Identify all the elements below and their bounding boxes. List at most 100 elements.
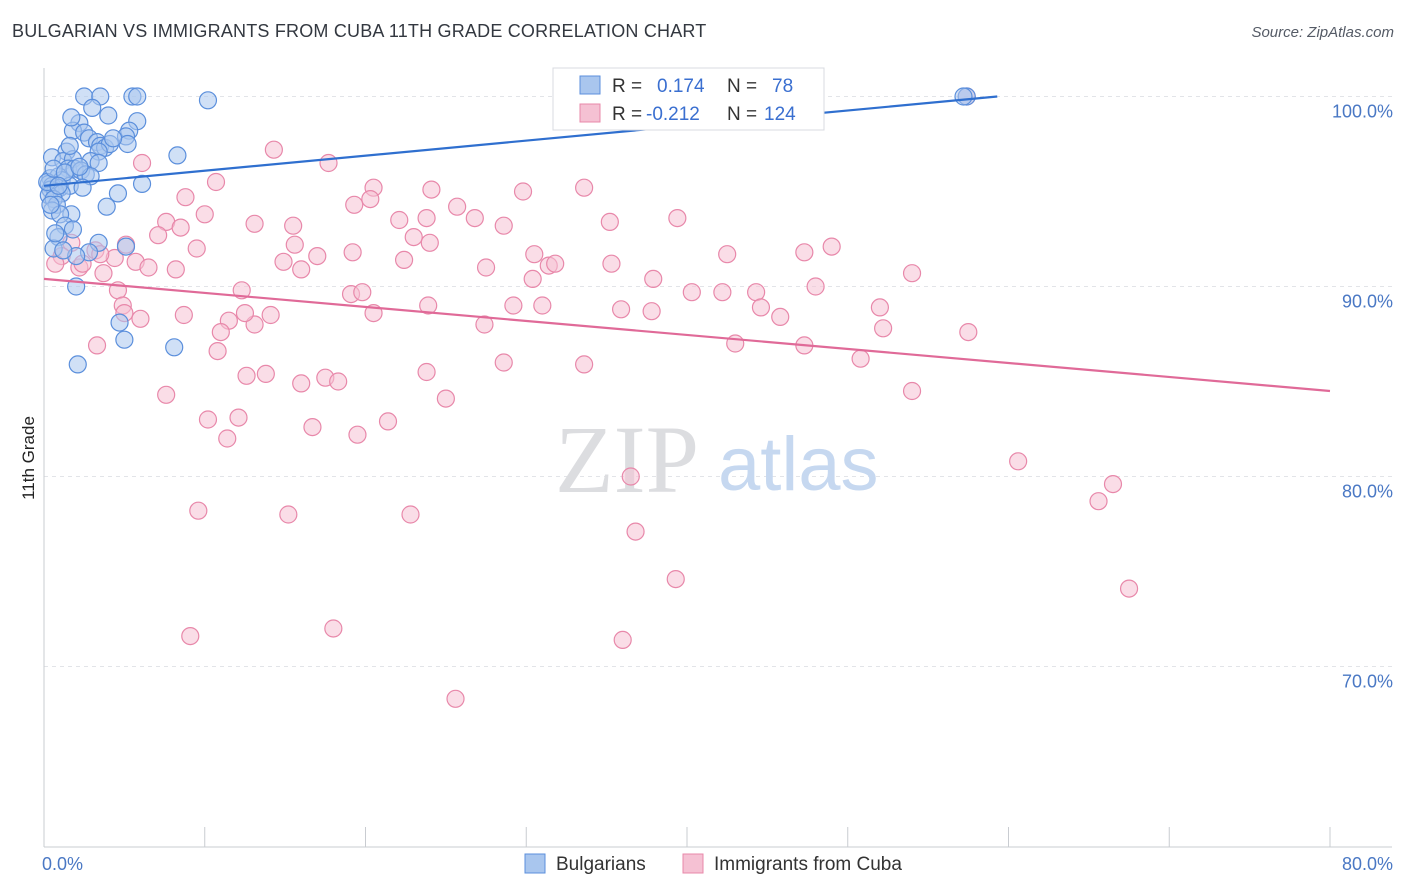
cuba-point (448, 197, 467, 216)
cuba-point (157, 385, 176, 404)
cuba-point (132, 153, 152, 173)
stats-legend: R = 0.174 N = 78 R = -0.212 N = 124 (552, 67, 825, 131)
cuba-point (795, 243, 814, 262)
bulgarians-trend-line (43, 95, 998, 187)
legend-swatch-cuba (682, 853, 704, 874)
cuba-point (751, 298, 771, 317)
cuba-point (237, 366, 256, 385)
cuba-point (261, 305, 280, 325)
cuba-point (256, 364, 275, 383)
cuba-point (378, 412, 398, 431)
cuba-point (533, 296, 552, 315)
cuba-point (181, 626, 200, 646)
cuba-point (494, 353, 513, 372)
cuba-point (718, 245, 737, 264)
cuba-point (713, 283, 732, 302)
y-tick-label: 70.0% (1342, 672, 1393, 692)
stats-n-value-2: 124 (764, 104, 796, 125)
cuba-point (575, 178, 594, 197)
data-points (38, 87, 1139, 708)
cuba-point (747, 283, 766, 302)
y-axis-label: 11th Grade (19, 416, 38, 500)
cuba-point (303, 418, 322, 437)
watermark-atlas: atlas (718, 422, 879, 507)
cuba-point (284, 216, 303, 235)
cuba-point (806, 277, 825, 296)
cuba-point (274, 252, 293, 271)
cuba-point (187, 239, 206, 258)
cuba-point (229, 408, 248, 427)
stats-n-value-1: 78 (772, 76, 793, 97)
cuba-point (324, 619, 343, 638)
cuba-point (417, 362, 436, 382)
cuba-point (308, 247, 327, 266)
cuba-point (394, 250, 414, 269)
cuba-point (902, 381, 922, 401)
legend-swatch-bulgarians (524, 853, 546, 874)
cuba-point (343, 243, 362, 262)
bulgarians-point (108, 184, 128, 203)
cuba-point (139, 258, 158, 277)
cuba-point (353, 283, 372, 302)
stats-r-value-2: -0.212 (646, 104, 700, 125)
cuba-point (611, 300, 631, 319)
cuba-point (465, 209, 484, 228)
stats-n-label-2: N = (727, 104, 757, 125)
stats-swatch-cuba (579, 103, 601, 123)
x-tick-label: 0.0% (42, 854, 83, 874)
stats-swatch-bulgarians (579, 75, 601, 95)
cuba-point (771, 307, 790, 326)
cuba-point (668, 209, 687, 228)
cuba-point (166, 260, 185, 279)
cuba-point (149, 226, 168, 245)
x-tick-label: 80.0% (1342, 854, 1393, 874)
cuba-point (401, 505, 420, 524)
cuba-point (851, 349, 870, 368)
legend-label-cuba: Immigrants from Cuba (714, 854, 902, 875)
cuba-point (822, 237, 841, 256)
bulgarians-point (54, 241, 73, 260)
bulgarians-point (115, 330, 134, 349)
bulgarians-point (128, 87, 147, 106)
cuba-point (195, 205, 214, 224)
y-tick-label: 100.0% (1332, 102, 1393, 122)
watermark-zip: ZIP (555, 406, 699, 513)
cuba-point (279, 505, 298, 524)
cuba-point (1119, 579, 1139, 598)
stats-n-label-1: N = (727, 76, 757, 97)
cuba-point (171, 218, 190, 237)
cuba-point (319, 153, 338, 173)
cuba-point (94, 264, 113, 283)
cuba-point (211, 323, 230, 342)
cuba-point (419, 296, 438, 315)
cuba-point (475, 315, 494, 334)
bulgarians-point (132, 174, 152, 193)
bulgarians-point (97, 197, 116, 216)
cuba-point (417, 209, 436, 228)
bulgarians-point (60, 136, 79, 155)
cuba-point (218, 429, 237, 448)
cuba-point (523, 269, 542, 288)
cuba-point (208, 342, 227, 361)
cuba-point (345, 195, 364, 214)
cuba-point (525, 245, 544, 264)
cuba-point (361, 190, 380, 209)
legend-label-bulgarians: Bulgarians (556, 854, 646, 875)
cuba-point (232, 281, 251, 300)
cuba-point (870, 298, 890, 317)
x-tick-labels: 0.0% 80.0% (42, 854, 1393, 874)
cuba-point (131, 309, 150, 328)
y-tick-label: 80.0% (1342, 482, 1393, 502)
cuba-point (264, 140, 283, 159)
bulgarians-point (104, 129, 123, 148)
cuba-point (1009, 452, 1028, 471)
cuba-point (1103, 475, 1123, 494)
cuba-point (494, 216, 513, 235)
cuba-point (245, 214, 264, 233)
cuba-point (644, 269, 663, 288)
cuba-point (329, 372, 348, 391)
cuba-point (292, 260, 311, 279)
cuba-point (602, 254, 621, 273)
trend-lines (43, 95, 1331, 393)
